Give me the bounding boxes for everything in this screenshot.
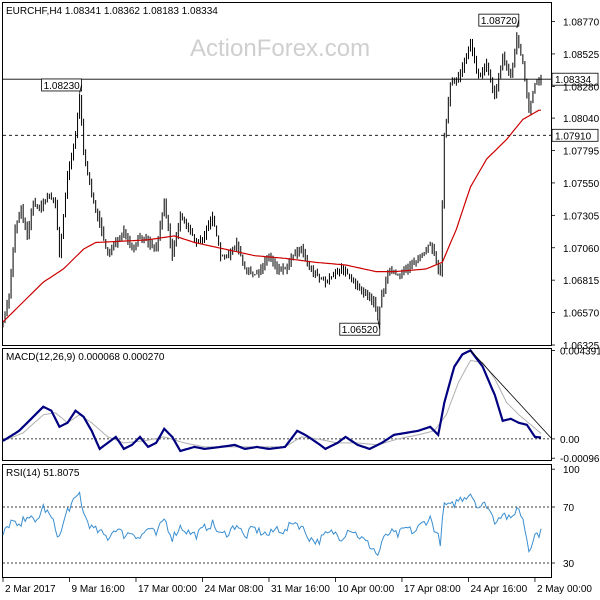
price-panel-frame [2,2,552,346]
macd-signal-line [2,359,542,448]
y-axis-tick-label: 1.06815 [563,276,600,287]
price-callout-pointer [79,84,82,94]
rsi-panel-frame [2,464,552,578]
y-axis-tick-label: 1.08280 [563,82,600,93]
price-callout-pointer [377,319,381,330]
macd-panel-frame [2,348,552,461]
y-axis-tick-label: 1.08040 [563,114,600,125]
moving-average-line [2,109,541,323]
y-axis-tick-label: 1.07550 [563,179,600,190]
watermark: ActionForex.com [190,35,370,62]
x-axis-tick-label: 2 May 00:00 [537,584,592,595]
macd-trendline [470,350,552,439]
y-axis-tick-label: 1.07795 [563,147,600,158]
x-axis-tick-label: 24 Apr 16:00 [470,584,527,595]
y-axis-tick-label: 1.06325 [563,341,600,352]
price-level-label: 1.08334 [555,75,592,86]
x-axis-tick-label: 9 Mar 16:00 [71,584,125,595]
price-callout-label: 1.08230 [44,81,81,92]
y-axis-tick-label: 1.06570 [563,309,600,320]
price-level-box [551,72,599,86]
y-axis-tick-label: 30 [563,559,575,570]
price-callout-label: 1.06520 [342,325,379,336]
rsi-series-layer [2,491,551,564]
x-axis-tick-label: 10 Apr 00:00 [337,584,394,595]
macd-line [2,349,542,453]
price-level-label: 1.07910 [555,131,592,142]
x-axis-tick-label: 17 Mar 00:00 [138,584,197,595]
price-callout-pointer [516,20,520,29]
price-callout-label: 1.08720 [481,16,518,27]
y-axis-tick-label: 1.08770 [563,18,600,29]
y-axis-tick-label: 1.07305 [563,211,600,222]
price-panel-title: EURCHF,H4 1.08341 1.08362 1.08183 1.0833… [6,6,218,17]
x-axis-tick-label: 24 Mar 08:00 [204,584,263,595]
y-axis-tick-label: 0.00 [560,435,580,446]
x-axis-tick-label: 17 Apr 08:00 [404,584,461,595]
y-axis-tick-label: 70 [563,503,575,514]
x-axis-tick-label: 31 Mar 16:00 [271,584,330,595]
price-level-box [551,128,599,142]
x-axis-tick-label: 2 Mar 2017 [5,584,56,595]
macd-panel-title: MACD(12,26,9) 0.000068 0.000270 [6,352,165,363]
y-axis-tick-label: 100 [563,465,580,476]
y-axis-tick-label: 0.004391 [560,347,600,358]
axis-layer: 1.08770 1.08525 1.08280 1.08040 1.07795 1.075… [2,18,600,595]
rsi-panel-title: RSI(14) 51.8075 [6,468,80,479]
price-series-layer: 1.08334 1.07910 1.08230 1.08720 1.06520 [2,13,599,336]
y-axis-tick-label: 1.07060 [563,244,600,255]
rsi-line [2,491,542,557]
y-axis-tick-label: 1.08525 [563,50,600,61]
macd-series-layer [2,349,552,453]
